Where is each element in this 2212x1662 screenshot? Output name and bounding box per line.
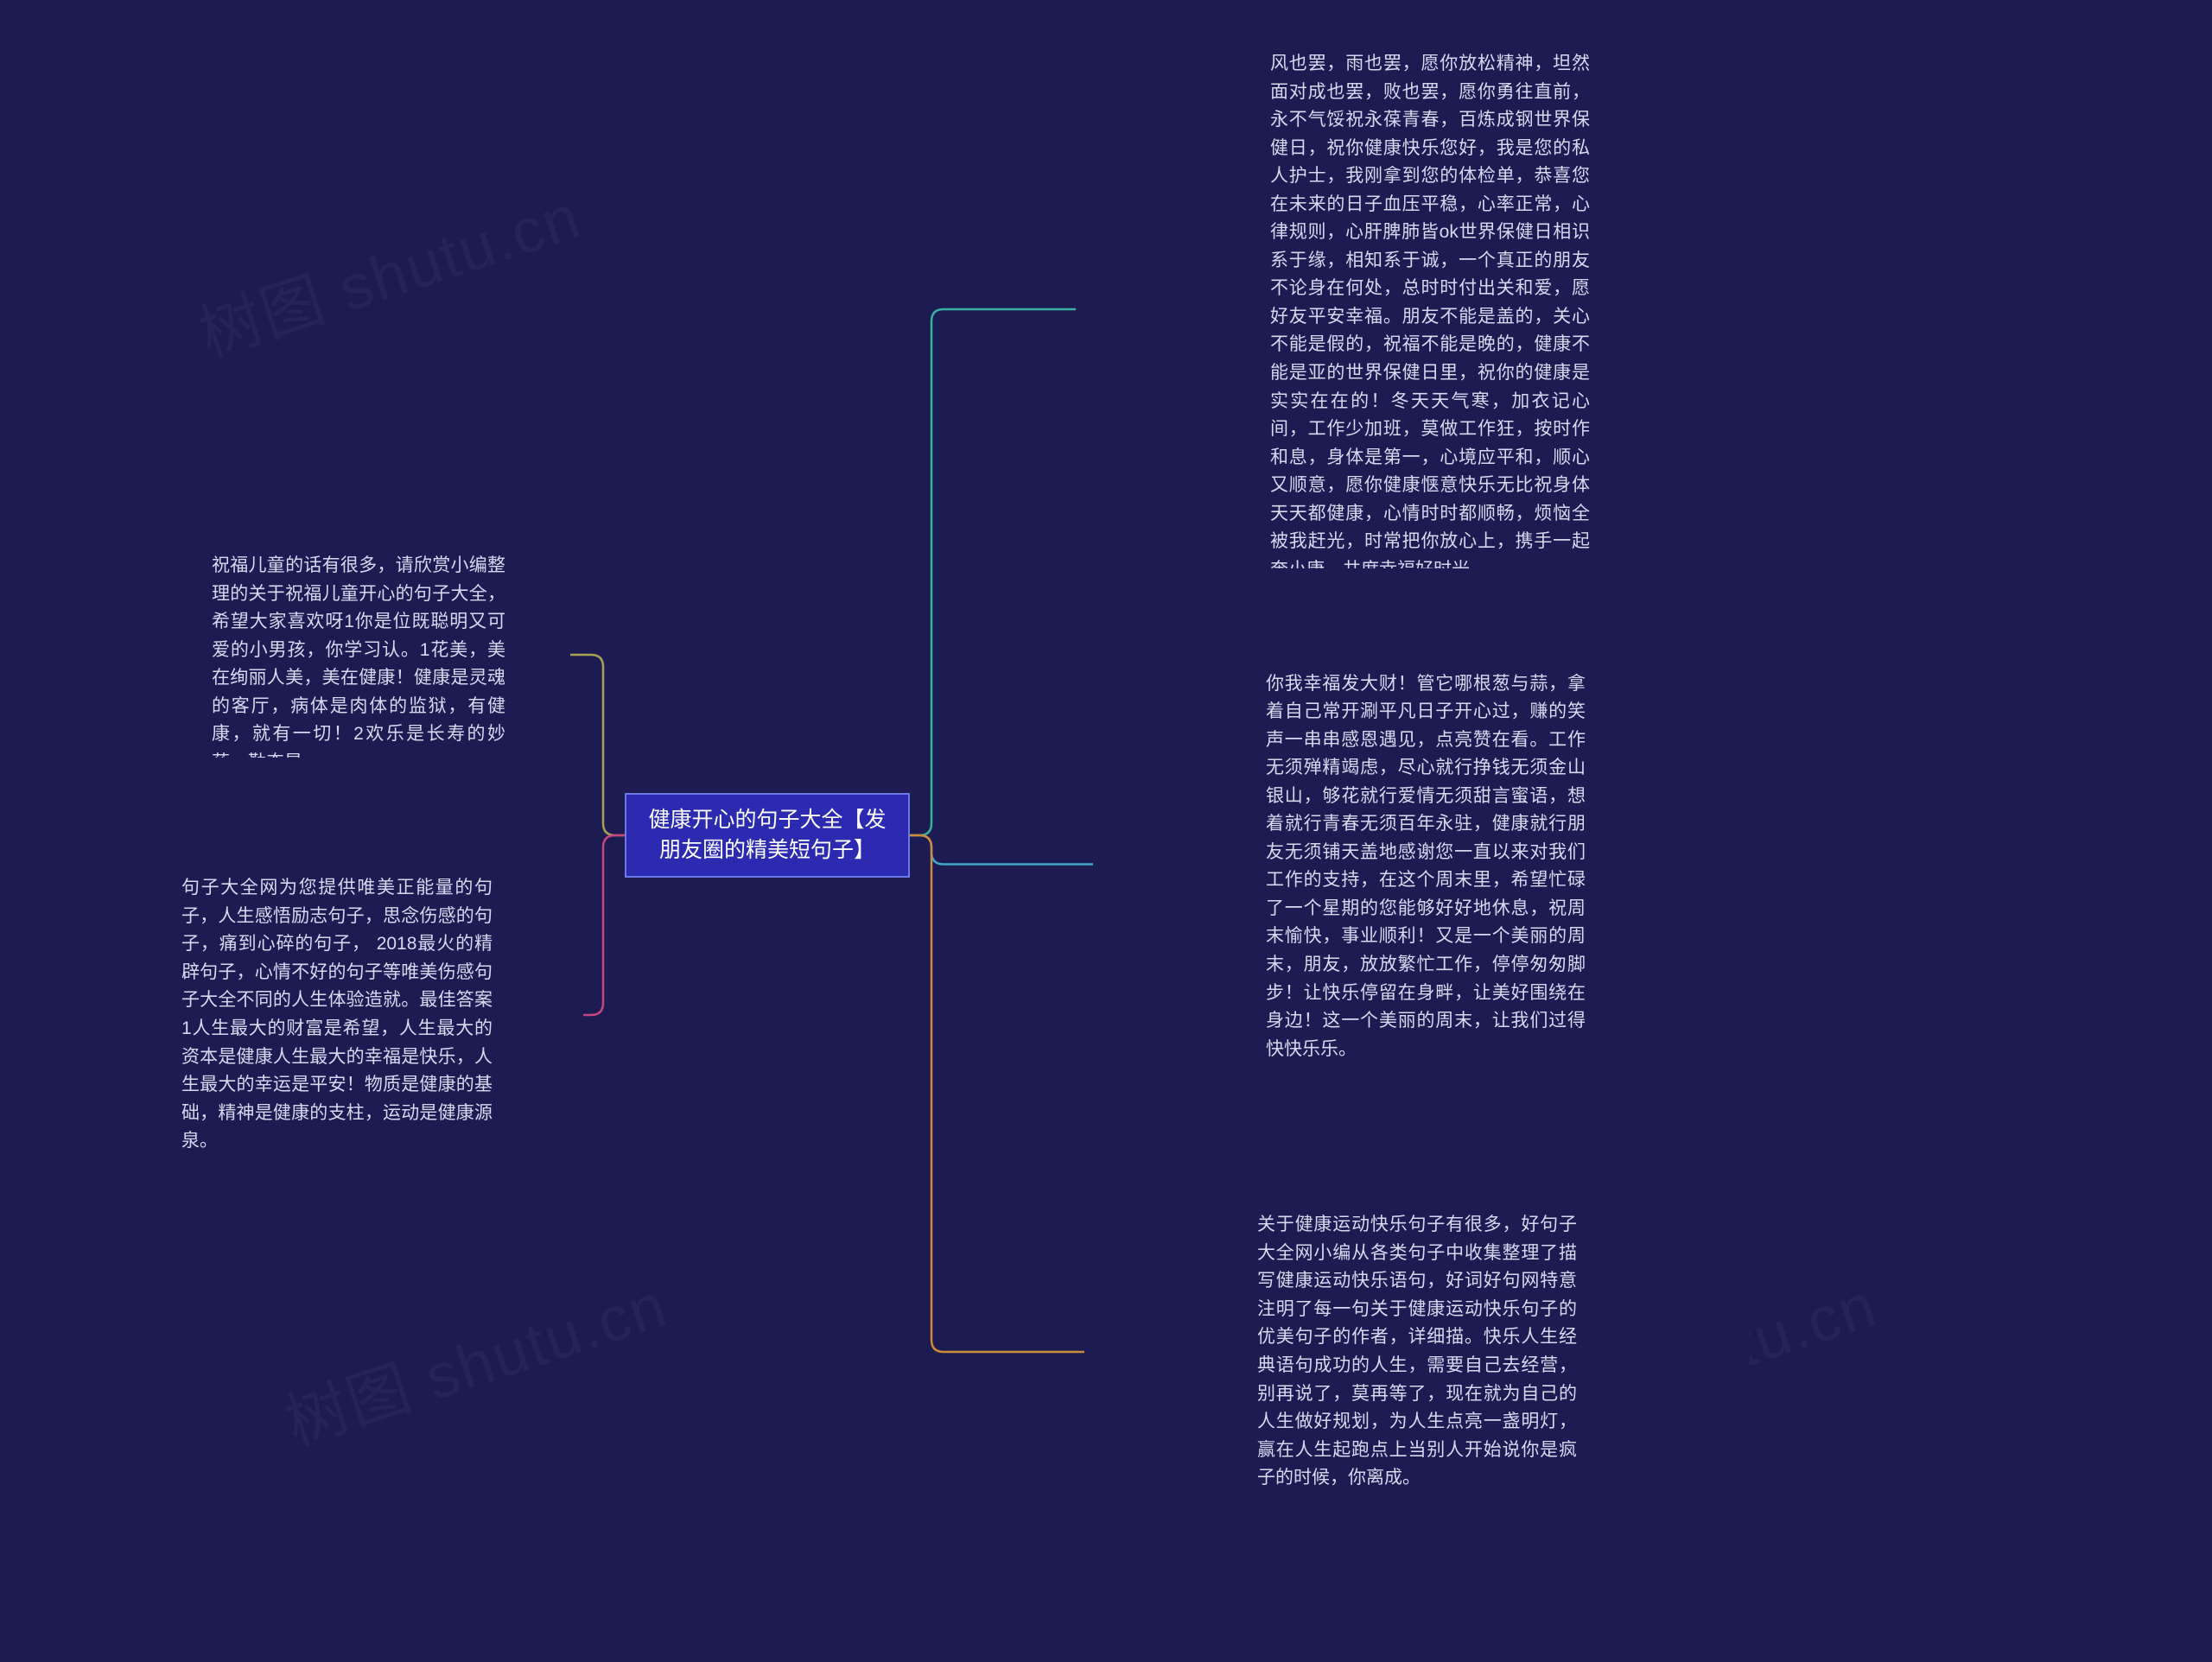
center-title: 健康开心的句子大全【发朋友圈的精美短句子】	[644, 805, 891, 866]
node-text: 你我幸福发大财！管它哪根葱与蒜，拿着自己常开涮平凡日子开心过，赚的笑声一串串感恩…	[1266, 670, 1586, 1059]
node-text: 关于健康运动快乐句子有很多，好句子大全网小编从各类句子中收集整理了描写健康运动快…	[1257, 1211, 1577, 1492]
mindmap-node-b_right_1[interactable]: 风也罢，雨也罢，愿你放松精神，坦然面对成也罢，败也罢，愿你勇往直前，永不气馁祝永…	[1076, 16, 1784, 603]
mindmap-node-b_left_top[interactable]: 祝福儿童的话有很多，请欣赏小编整理的关于祝福儿童开心的句子大全，希望大家喜欢呀1…	[147, 508, 570, 802]
node-text: 风也罢，雨也罢，愿你放松精神，坦然面对成也罢，败也罢，愿你勇往直前，永不气馁祝永…	[1270, 50, 1590, 568]
node-text: 句子大全网为您提供唯美正能量的句子，人生感悟励志句子，思念伤感的句子，痛到心碎的…	[181, 874, 493, 1155]
node-text: 祝福儿童的话有很多，请欣赏小编整理的关于祝福儿童开心的句子大全，希望大家喜欢呀1…	[212, 552, 505, 758]
mindmap-node-b_right_2[interactable]: 你我幸福发大财！管它哪根葱与蒜，拿着自己常开涮平凡日子开心过，赚的笑声一串串感恩…	[1093, 629, 1758, 1100]
mindmap-node-b_left_bottom[interactable]: 句子大全网为您提供唯美正能量的句子，人生感悟励志句子，思念伤感的句子，痛到心碎的…	[91, 834, 583, 1196]
mindmap-center-node[interactable]: 健康开心的句子大全【发朋友圈的精美短句子】	[625, 793, 910, 878]
mindmap-node-b_right_3[interactable]: 关于健康运动快乐句子有很多，好句子大全网小编从各类句子中收集整理了描写健康运动快…	[1084, 1132, 1750, 1572]
